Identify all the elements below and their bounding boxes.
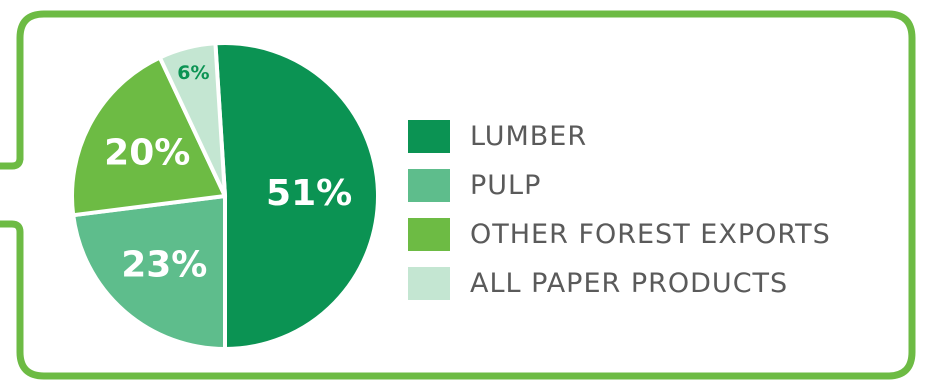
- legend-swatch-all-paper-products: [408, 267, 450, 300]
- legend-label-pulp: PULP: [470, 170, 542, 201]
- legend-item-lumber: LUMBER: [408, 112, 831, 161]
- legend-label-lumber: LUMBER: [470, 121, 588, 152]
- legend-swatch-pulp: [408, 169, 450, 202]
- slice-label-other-forest-exports: 20%: [104, 133, 190, 174]
- legend-swatch-other-forest-exports: [408, 218, 450, 251]
- slice-label-lumber: 51%: [266, 173, 352, 214]
- legend-item-pulp: PULP: [408, 161, 831, 210]
- slice-label-all-paper-products: 6%: [177, 62, 209, 84]
- pie-slice-pulp: [71, 194, 227, 351]
- pie-slice-lumber: [213, 41, 380, 351]
- pie-slice-other-forest-exports: [70, 55, 227, 218]
- legend-item-all-paper-products: ALL PAPER PRODUCTS: [408, 259, 831, 308]
- frame-pointer-top: [0, 157, 24, 170]
- pie-slice-all-paper-products: [157, 41, 227, 198]
- legend-swatch-lumber: [408, 120, 450, 153]
- legend-label-all-paper-products: ALL PAPER PRODUCTS: [470, 268, 789, 299]
- frame-border: [0, 10, 916, 380]
- legend-label-other-forest-exports: OTHER FOREST EXPORTS: [470, 219, 831, 250]
- legend-item-other-forest-exports: OTHER FOREST EXPORTS: [408, 210, 831, 259]
- legend: LUMBER PULP OTHER FOREST EXPORTS ALL PAP…: [408, 112, 831, 308]
- slice-label-pulp: 23%: [121, 244, 207, 285]
